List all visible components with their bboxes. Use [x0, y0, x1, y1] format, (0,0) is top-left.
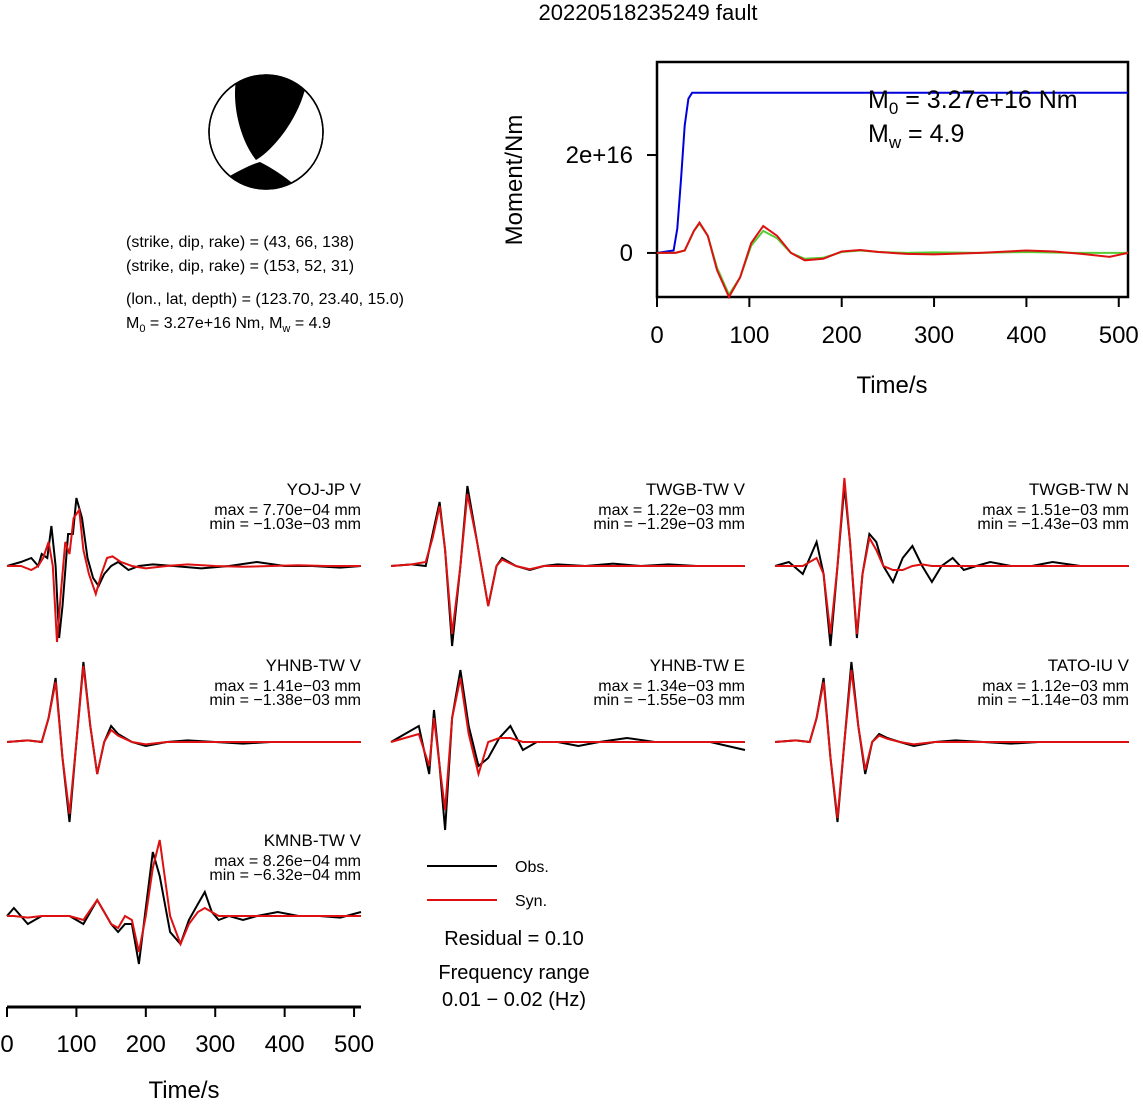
station-min: min = −1.14e−03 mm: [977, 692, 1129, 709]
waveform-legend: Obs. Syn. Residual = 0.10 Frequency rang…: [427, 859, 590, 1011]
moment-ylabel: Moment/Nm: [501, 115, 528, 246]
station-min: min = −1.43e−03 mm: [977, 516, 1129, 533]
waveform-xtick-label: 300: [195, 1031, 235, 1058]
station-min: min = −1.03e−03 mm: [209, 516, 361, 533]
moment-ytick-label: 0: [620, 240, 633, 267]
frequency-range: 0.01 − 0.02 (Hz): [442, 989, 586, 1011]
station-max: max = 1.12e−03 mm: [982, 678, 1129, 695]
moment-xtick-label: 500: [1099, 322, 1139, 349]
waveform-xtick-label: 400: [265, 1031, 305, 1058]
station-name: YHNB-TW V: [266, 656, 362, 675]
waveform-syn: [390, 493, 745, 635]
mechanism-plane-1: (strike, dip, rake) = (43, 66, 138): [126, 234, 354, 251]
moment-xtick-label: 200: [822, 322, 862, 349]
station-min: min = −1.38e−03 mm: [209, 692, 361, 709]
station-max: max = 1.22e−03 mm: [598, 502, 745, 519]
waveform-xtick-label: 500: [334, 1031, 374, 1058]
moment-series-0: [656, 91, 1128, 254]
station-max: max = 1.34e−03 mm: [598, 678, 745, 695]
station-max: max = 1.41e−03 mm: [214, 678, 361, 695]
moment-ytick-label: 2e+16: [566, 142, 633, 169]
station-max: max = 8.26e−04 mm: [214, 853, 361, 870]
waveform-syn: [6, 665, 361, 815]
beachball: [208, 74, 324, 190]
waveform-syn: [390, 677, 745, 811]
waveform-xlabel: Time/s: [148, 1077, 219, 1104]
station-name: TATO-IU V: [1048, 656, 1130, 675]
beachball-compression-top: [235, 75, 306, 160]
mechanism-moment: M0 = 3.27e+16 Nm, Mw = 4.9: [126, 315, 331, 335]
frequency-label: Frequency range: [438, 962, 589, 984]
moment-annotation-m0: M0 = 3.27e+16 Nm: [868, 86, 1078, 118]
figure-title: 20220518235249 fault: [539, 0, 758, 25]
moment-xtick-label: 400: [1006, 322, 1046, 349]
waveform-xtick-label: 200: [126, 1031, 166, 1058]
waveform-syn: [7, 839, 361, 953]
moment-annotation-mw: Mw = 4.9: [868, 120, 964, 152]
moment-series-1: [657, 221, 1128, 297]
moment-plot-frame: [655, 60, 1130, 299]
waveform-xtick-label: 100: [56, 1031, 96, 1058]
moment-xtick-label: 0: [650, 322, 663, 349]
moment-rate-chart: 0 100 200 300 400 500 0 2e+16 Time/s Moment/Nm…: [501, 60, 1139, 399]
legend-obs-label: Obs.: [515, 859, 549, 876]
station-name: TWGB-TW N: [1029, 480, 1129, 499]
station-name: YHNB-TW E: [650, 656, 745, 675]
station-min: min = −6.32e−04 mm: [209, 867, 361, 884]
waveform-syn: [774, 669, 1129, 819]
mechanism-plane-2: (strike, dip, rake) = (153, 52, 31): [126, 258, 354, 275]
station-max: max = 7.70e−04 mm: [214, 502, 361, 519]
station-name: YOJ-JP V: [287, 480, 362, 499]
residual-label: Residual = 0.10: [444, 928, 584, 950]
waveform-syn: [775, 477, 1129, 635]
waveform-xtick-label: 0: [0, 1031, 13, 1058]
station-max: max = 1.51e−03 mm: [982, 502, 1129, 519]
moment-xtick-label: 300: [914, 322, 954, 349]
station-min: min = −1.55e−03 mm: [593, 692, 745, 709]
station-name: TWGB-TW V: [646, 480, 746, 499]
mechanism-location: (lon., lat, depth) = (123.70, 23.40, 15.…: [126, 291, 404, 308]
moment-xlabel: Time/s: [856, 372, 927, 399]
legend-syn-label: Syn.: [515, 893, 547, 910]
station-min: min = −1.29e−03 mm: [593, 516, 745, 533]
moment-xtick-label: 100: [729, 322, 769, 349]
waveform-time-axis: 0 100 200 300 400 500 Time/s: [0, 1005, 374, 1104]
waveform-obs: [6, 661, 361, 823]
moment-series-2: [657, 220, 1129, 300]
waveform-syn: [7, 507, 361, 643]
station-name: KMNB-TW V: [264, 831, 362, 850]
